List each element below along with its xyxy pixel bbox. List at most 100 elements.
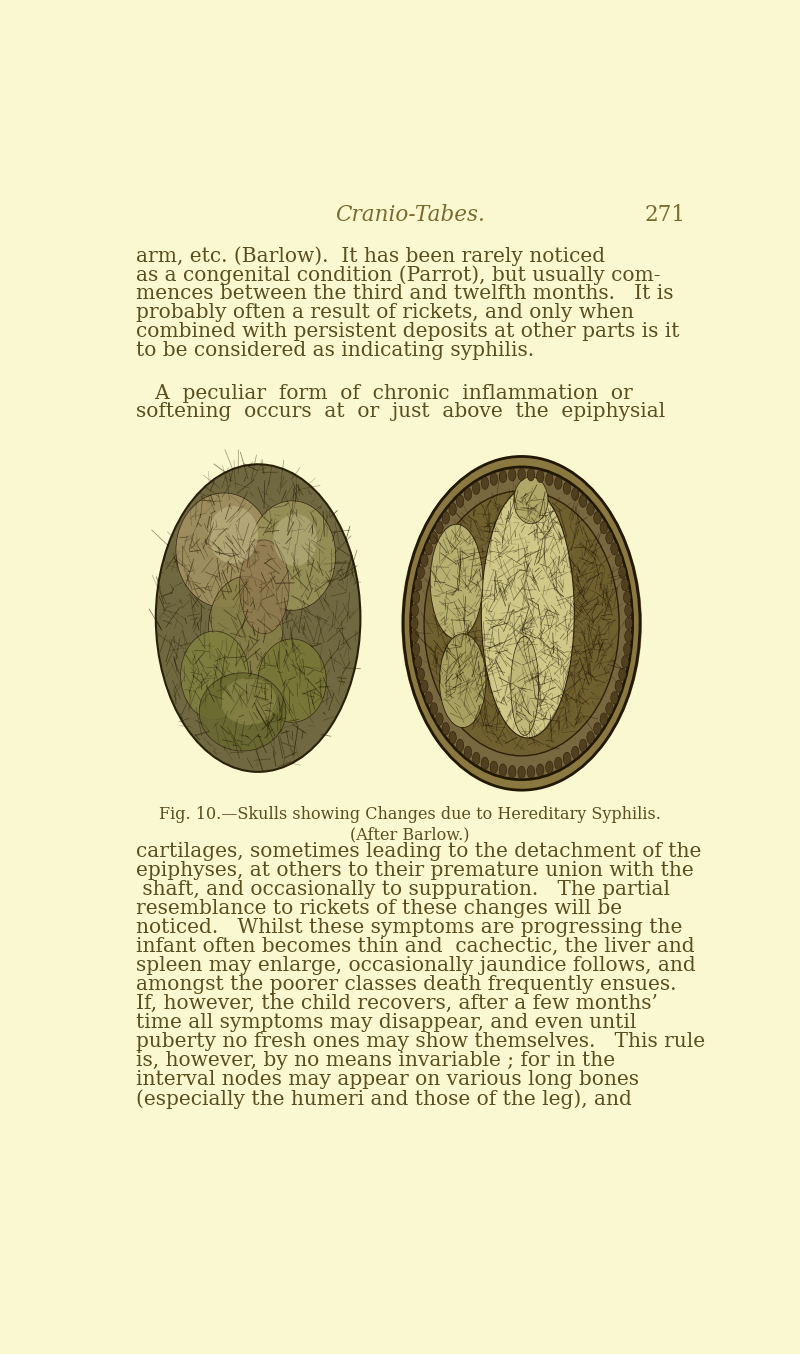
Text: cartilages, sometimes leading to the detachment of the: cartilages, sometimes leading to the det… (136, 842, 702, 861)
Circle shape (412, 643, 420, 655)
Circle shape (594, 512, 601, 524)
Circle shape (442, 723, 450, 735)
Circle shape (414, 578, 422, 590)
Circle shape (499, 470, 506, 483)
Circle shape (490, 473, 498, 486)
Ellipse shape (482, 487, 574, 738)
Circle shape (622, 578, 629, 590)
Circle shape (499, 764, 506, 776)
Text: infant often becomes thin and  cachectic, the liver and: infant often becomes thin and cachectic,… (136, 937, 694, 956)
Circle shape (610, 692, 618, 704)
Circle shape (594, 723, 601, 735)
Circle shape (442, 512, 450, 524)
Circle shape (456, 496, 464, 508)
Circle shape (509, 765, 516, 779)
Circle shape (473, 753, 480, 765)
Circle shape (623, 592, 631, 604)
Ellipse shape (274, 513, 317, 566)
Text: spleen may enlarge, occasionally jaundice follows, and: spleen may enlarge, occasionally jaundic… (136, 956, 696, 975)
Circle shape (579, 739, 587, 751)
Circle shape (615, 554, 622, 566)
Circle shape (600, 712, 607, 726)
Circle shape (625, 604, 632, 616)
Circle shape (518, 468, 526, 481)
Circle shape (430, 532, 438, 544)
Circle shape (414, 655, 422, 668)
Circle shape (410, 617, 418, 630)
Circle shape (490, 761, 498, 773)
Ellipse shape (514, 477, 548, 524)
Circle shape (571, 487, 579, 501)
Circle shape (527, 468, 534, 481)
Text: is, however, by no means invariable ; for in the: is, however, by no means invariable ; fo… (136, 1051, 615, 1070)
Ellipse shape (424, 490, 619, 756)
Circle shape (411, 630, 418, 643)
Text: shaft, and occasionally to suppuration.   The partial: shaft, and occasionally to suppuration. … (136, 880, 670, 899)
Circle shape (449, 502, 456, 516)
Circle shape (618, 566, 626, 578)
Text: Fig. 10.—Skulls showing Changes due to Hereditary Syphilis.: Fig. 10.—Skulls showing Changes due to H… (159, 806, 661, 823)
Circle shape (436, 712, 443, 726)
Circle shape (587, 502, 594, 516)
Circle shape (610, 543, 618, 555)
Text: If, however, the child recovers, after a few months’: If, however, the child recovers, after a… (136, 994, 658, 1013)
Circle shape (527, 765, 534, 779)
Text: softening  occurs  at  or  just  above  the  epiphysial: softening occurs at or just above the ep… (136, 402, 666, 421)
Circle shape (618, 668, 626, 681)
Ellipse shape (156, 464, 361, 772)
Circle shape (625, 630, 632, 643)
Circle shape (587, 731, 594, 743)
Text: time all symptoms may disappear, and even until: time all symptoms may disappear, and eve… (136, 1013, 636, 1032)
Text: combined with persistent deposits at other parts is it: combined with persistent deposits at oth… (136, 322, 679, 341)
Circle shape (430, 703, 438, 715)
Text: noticed.   Whilst these symptoms are progressing the: noticed. Whilst these symptoms are progr… (136, 918, 682, 937)
Ellipse shape (249, 501, 336, 611)
Text: amongst the poorer classes death frequently ensues.: amongst the poorer classes death frequen… (136, 975, 677, 994)
Text: as a congenital condition (Parrot), but usually com-: as a congenital condition (Parrot), but … (136, 265, 661, 284)
Circle shape (436, 521, 443, 533)
Text: 271: 271 (645, 204, 686, 226)
Text: resemblance to rickets of these changes will be: resemblance to rickets of these changes … (136, 899, 622, 918)
Ellipse shape (258, 639, 326, 722)
Ellipse shape (209, 577, 283, 681)
Circle shape (537, 764, 544, 776)
Text: A  peculiar  form  of  chronic  inflammation  or: A peculiar form of chronic inflammation … (136, 383, 633, 402)
Text: mences between the third and twelfth months.   It is: mences between the third and twelfth mon… (136, 284, 674, 303)
Text: (especially the humeri and those of the leg), and: (especially the humeri and those of the … (136, 1089, 632, 1109)
Text: puberty no fresh ones may show themselves.   This rule: puberty no fresh ones may show themselve… (136, 1032, 705, 1051)
Ellipse shape (176, 493, 272, 608)
Circle shape (546, 473, 553, 486)
Circle shape (417, 566, 425, 578)
Circle shape (625, 617, 633, 630)
Circle shape (546, 761, 553, 773)
Circle shape (425, 543, 433, 555)
Circle shape (579, 496, 587, 508)
Circle shape (606, 703, 613, 715)
Circle shape (473, 482, 480, 494)
Ellipse shape (510, 636, 538, 735)
Ellipse shape (407, 462, 636, 785)
Circle shape (509, 468, 516, 481)
Ellipse shape (430, 524, 483, 639)
Circle shape (421, 554, 428, 566)
Circle shape (600, 521, 607, 533)
Ellipse shape (239, 540, 289, 634)
Circle shape (606, 532, 613, 544)
Circle shape (421, 680, 428, 692)
Circle shape (464, 746, 472, 758)
Circle shape (481, 477, 489, 489)
Circle shape (623, 643, 631, 655)
Circle shape (563, 753, 570, 765)
Circle shape (464, 487, 472, 501)
Ellipse shape (221, 678, 277, 724)
Ellipse shape (439, 634, 486, 727)
Text: interval nodes may appear on various long bones: interval nodes may appear on various lon… (136, 1070, 639, 1089)
Text: (After Barlow.): (After Barlow.) (350, 826, 470, 844)
Circle shape (411, 604, 418, 616)
Circle shape (554, 757, 562, 769)
Text: probably often a result of rickets, and only when: probably often a result of rickets, and … (136, 303, 634, 322)
Ellipse shape (199, 673, 286, 751)
Circle shape (518, 766, 526, 779)
Circle shape (417, 668, 425, 681)
Text: to be considered as indicating syphilis.: to be considered as indicating syphilis. (136, 341, 534, 360)
